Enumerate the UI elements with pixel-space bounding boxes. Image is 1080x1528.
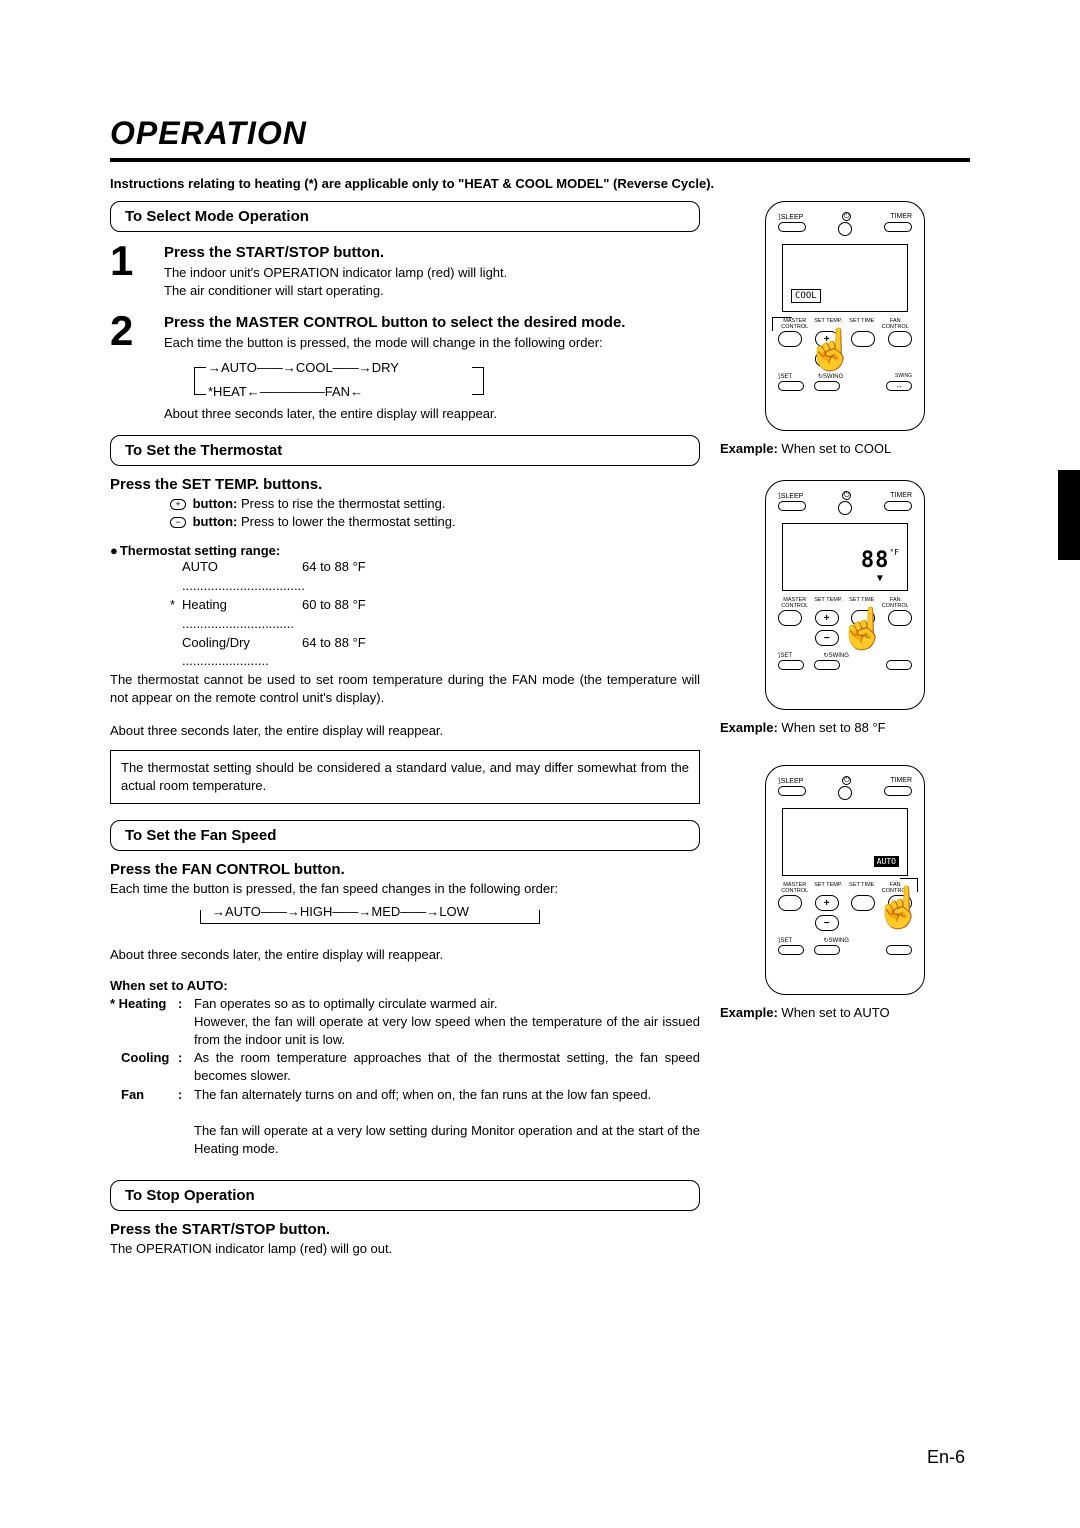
range-header: Thermostat setting range: (110, 543, 700, 558)
range-heat-label: Heating (182, 597, 227, 612)
row-heating-v: Fan operates so as to optimally circulat… (194, 995, 700, 1050)
range-table: AUTO ..................................6… (170, 558, 700, 671)
title-rule (110, 158, 970, 162)
step1-line1: The indoor unit's OPERATION indicator la… (164, 265, 507, 280)
step2-heading: Press the MASTER CONTROL button to selec… (164, 312, 700, 333)
stop-sub: Press the START/STOP button. (110, 1221, 700, 1238)
example-auto-caption: Example: When set to AUTO (720, 1005, 970, 1020)
row-cooling-v: As the room temperature approaches that … (194, 1049, 700, 1085)
thermo-box: The thermostat setting should be conside… (110, 750, 700, 804)
row-cooling-k: Cooling (110, 1049, 172, 1085)
side-tab (1058, 470, 1080, 560)
mode-fan: FAN (325, 383, 350, 401)
thermo-sub: Press the SET TEMP. buttons. (110, 476, 700, 493)
screen-auto: AUTO (874, 856, 899, 867)
section-thermostat: To Set the Thermostat (110, 435, 700, 466)
stop-body: The OPERATION indicator lamp (red) will … (110, 1240, 700, 1258)
speed-auto: AUTO (225, 904, 261, 919)
step1-line2: The air conditioner will start operating… (164, 283, 384, 298)
range-heat-val: 60 to 88 °F (302, 596, 366, 634)
row-heating-k: * Heating (110, 995, 172, 1050)
speed-low: LOW (439, 904, 469, 919)
mode-heat: *HEAT (208, 383, 247, 401)
plus-text: Press to rise the thermostat setting. (237, 496, 445, 511)
example-temp-caption: Example: When set to 88 °F (720, 720, 970, 735)
range-auto-val: 64 to 88 °F (302, 558, 366, 596)
mode-dry: DRY (372, 359, 399, 377)
heating-note: Instructions relating to heating (*) are… (110, 176, 970, 191)
step1-heading: Press the START/STOP button. (164, 242, 700, 263)
section-select-mode: To Select Mode Operation (110, 201, 700, 232)
page-title: OPERATION (110, 115, 970, 152)
mode-auto: AUTO (221, 359, 257, 377)
auto-header: When set to AUTO: (110, 977, 700, 995)
range-auto-label: AUTO (182, 559, 218, 574)
minus-button-icon: − (170, 517, 186, 528)
screen-cool: COOL (791, 289, 821, 303)
screen-temp: 88 (861, 548, 890, 573)
row-fan-k: Fan (110, 1086, 172, 1159)
section-fan: To Set the Fan Speed (110, 820, 700, 851)
fan-intro: Each time the button is pressed, the fan… (110, 880, 700, 898)
remote-illustration-auto: ⟆SLEEP⏻TIMER AUTO MASTER CONTROLSET TEMP… (765, 765, 925, 995)
remote-illustration-cool: ⟆SLEEP⏻TIMER COOL MASTER CONTROLSET TEMP… (765, 201, 925, 431)
plus-button-icon: + (170, 499, 186, 510)
row-fan-v: The fan alternately turns on and off; wh… (194, 1086, 700, 1159)
fan-sub: Press the FAN CONTROL button. (110, 861, 700, 878)
speed-high: HIGH (300, 904, 333, 919)
thermo-note1: The thermostat cannot be used to set roo… (110, 671, 700, 707)
example-cool-caption: Example: When set to COOL (720, 441, 970, 456)
fan-cycle-diagram: → AUTO ——→ HIGH ——→ MED ——→ LOW (200, 902, 540, 940)
section-stop: To Stop Operation (110, 1180, 700, 1211)
step2-intro: Each time the button is pressed, the mod… (164, 335, 603, 350)
step2-after: About three seconds later, the entire di… (164, 406, 497, 421)
speed-med: MED (371, 904, 400, 919)
fan-after: About three seconds later, the entire di… (110, 946, 700, 964)
range-cool-label: Cooling/Dry (182, 635, 250, 650)
mode-cycle-diagram: → AUTO ——→ COOL ——→ DRY *HEAT ←————— FAN… (194, 359, 524, 403)
range-cool-val: 64 to 88 °F (302, 634, 366, 672)
page-number: En-6 (927, 1447, 965, 1468)
thermo-note2: About three seconds later, the entire di… (110, 722, 700, 740)
minus-text: Press to lower the thermostat setting. (237, 514, 455, 529)
step-number-2: 2 (110, 312, 150, 422)
mode-cool: COOL (296, 359, 333, 377)
step-number-1: 1 (110, 242, 150, 300)
remote-illustration-temp: ⟆SLEEP⏻TIMER 88°F ▼ MASTER CONTROLSET TE… (765, 480, 925, 710)
